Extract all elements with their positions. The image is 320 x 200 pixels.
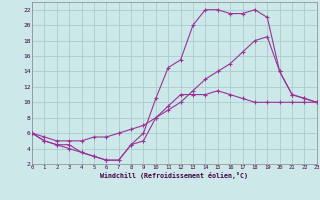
X-axis label: Windchill (Refroidissement éolien,°C): Windchill (Refroidissement éolien,°C)	[100, 172, 248, 179]
